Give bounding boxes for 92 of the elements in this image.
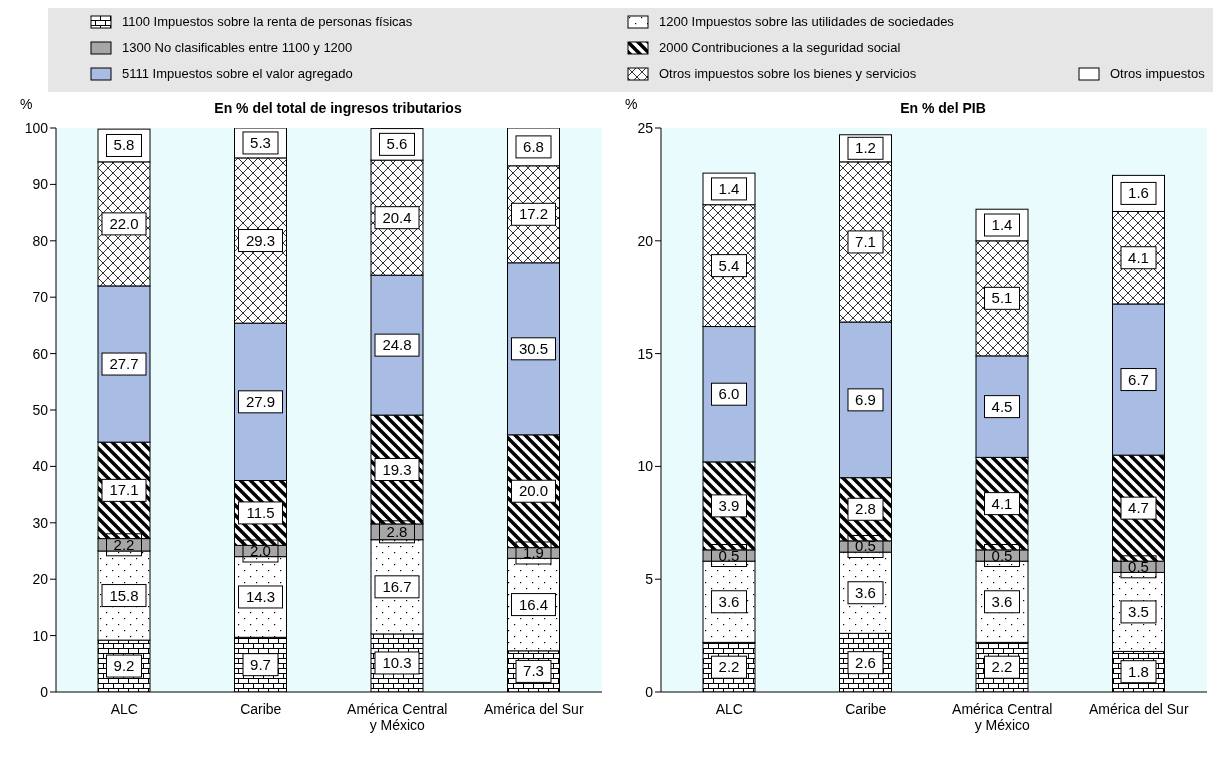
data-label: 6.9 xyxy=(855,390,876,408)
legend-label: 5111 Impuestos sobre el valor agregado xyxy=(122,66,353,81)
y-tick-label: 15 xyxy=(637,345,654,362)
data-label: 17.2 xyxy=(518,205,549,223)
y-tick-label: 25 xyxy=(637,119,654,136)
data-label: 6.0 xyxy=(718,385,740,403)
data-label: 20.0 xyxy=(518,482,549,500)
data-label: 2.2 xyxy=(718,658,740,676)
x-tick-label: América Central y México xyxy=(347,701,448,733)
data-label: 5.6 xyxy=(386,135,408,153)
data-label: 1.6 xyxy=(1128,184,1149,202)
y-axis-title: % xyxy=(20,96,33,112)
data-label: 2.8 xyxy=(855,500,876,518)
chart-title: En % del total de ingresos tributarios xyxy=(213,100,463,116)
data-label: 9.7 xyxy=(250,655,271,673)
data-label: 15.8 xyxy=(109,586,139,604)
y-tick-label: 80 xyxy=(32,232,49,249)
data-label: 4.5 xyxy=(991,397,1013,415)
data-label: 9.2 xyxy=(113,657,135,675)
data-label: 5.3 xyxy=(250,133,271,151)
data-label: 2.2 xyxy=(991,658,1013,676)
y-tick-label: 30 xyxy=(32,514,49,531)
data-label: 14.3 xyxy=(245,587,276,605)
y-tick-label: 20 xyxy=(637,232,654,249)
y-tick-label: 0 xyxy=(645,683,654,700)
y-tick-label: 90 xyxy=(32,176,49,193)
data-label: 1.4 xyxy=(991,216,1013,234)
x-tick-label: América Central y México xyxy=(952,701,1053,733)
data-label: 1.2 xyxy=(855,139,876,157)
data-label: 3.6 xyxy=(855,583,876,601)
data-label: 24.8 xyxy=(382,336,412,354)
y-tick-label: 10 xyxy=(637,458,654,475)
y-tick-label: 20 xyxy=(32,571,49,588)
data-label: 0.5 xyxy=(855,537,876,555)
data-label: 3.6 xyxy=(718,592,740,610)
data-label: 10.3 xyxy=(382,653,412,671)
y-tick-label: 0 xyxy=(40,683,49,700)
data-label: 3.6 xyxy=(991,592,1013,610)
y-tick-label: 70 xyxy=(32,289,49,306)
y-tick-label: 10 xyxy=(32,627,49,644)
data-label: 17.1 xyxy=(109,481,139,499)
data-label: 16.7 xyxy=(382,577,412,595)
legend-label: 2000 Contribuciones a la seguridad social xyxy=(659,40,901,55)
data-label: 1.4 xyxy=(718,179,740,197)
data-label: 2.2 xyxy=(113,535,135,553)
legend-label: 1200 Impuestos sobre las utilidades de sociedades xyxy=(659,14,954,29)
data-label: 30.5 xyxy=(518,339,549,357)
data-label: 7.1 xyxy=(855,232,876,250)
data-label: 3.9 xyxy=(718,496,740,514)
x-tick-label: Caribe xyxy=(845,701,887,717)
data-label: 16.4 xyxy=(518,595,549,613)
data-label: 22.0 xyxy=(109,214,139,232)
data-label: 5.4 xyxy=(718,256,740,274)
data-label: 5.1 xyxy=(991,289,1013,307)
data-label: 2.6 xyxy=(855,653,876,671)
data-label: 11.5 xyxy=(246,503,275,521)
legend-label: Otros impuestos xyxy=(1110,66,1205,81)
data-label: 4.1 xyxy=(991,494,1013,512)
data-label: 27.7 xyxy=(109,355,139,373)
data-label: 6.7 xyxy=(1128,370,1149,388)
chart-title: En % del PIB xyxy=(899,100,987,116)
data-label: 4.1 xyxy=(1128,248,1149,266)
data-label: 27.9 xyxy=(245,392,276,410)
data-label: 0.5 xyxy=(991,546,1013,564)
data-label: 2.8 xyxy=(386,522,408,540)
y-tick-label: 60 xyxy=(32,345,49,362)
y-tick-label: 40 xyxy=(32,458,49,475)
data-label: 1.9 xyxy=(523,543,544,561)
data-label: 1.8 xyxy=(1128,662,1149,680)
y-tick-label: 100 xyxy=(24,119,49,136)
y-tick-label: 5 xyxy=(645,571,654,588)
data-label: 19.3 xyxy=(382,460,412,478)
y-axis-title: % xyxy=(625,96,638,112)
data-label: 4.7 xyxy=(1128,499,1149,517)
y-tick-label: 50 xyxy=(32,401,49,418)
data-label: 2.0 xyxy=(250,542,271,559)
x-tick-label: Caribe xyxy=(240,701,282,717)
legend-label: Otros impuestos sobre los bienes y servicios xyxy=(659,66,917,81)
data-label: 0.5 xyxy=(718,546,740,564)
legend-label: 1100 Impuestos sobre la renta de personas físicas xyxy=(122,14,413,29)
x-tick-label: ALC xyxy=(715,701,743,717)
x-tick-label: ALC xyxy=(110,701,138,717)
data-label: 3.5 xyxy=(1128,602,1149,620)
data-label: 29.3 xyxy=(245,231,276,249)
data-label: 7.3 xyxy=(523,662,544,680)
legend-label: 1300 No clasificables entre 1100 y 1200 xyxy=(122,40,353,55)
data-label: 5.8 xyxy=(113,136,135,154)
data-label: 6.8 xyxy=(523,137,544,155)
x-tick-label: América del Sur xyxy=(1088,701,1189,717)
data-label: 0.5 xyxy=(1128,557,1149,575)
x-tick-label: América del Sur xyxy=(483,701,584,717)
data-label: 20.4 xyxy=(382,208,412,226)
